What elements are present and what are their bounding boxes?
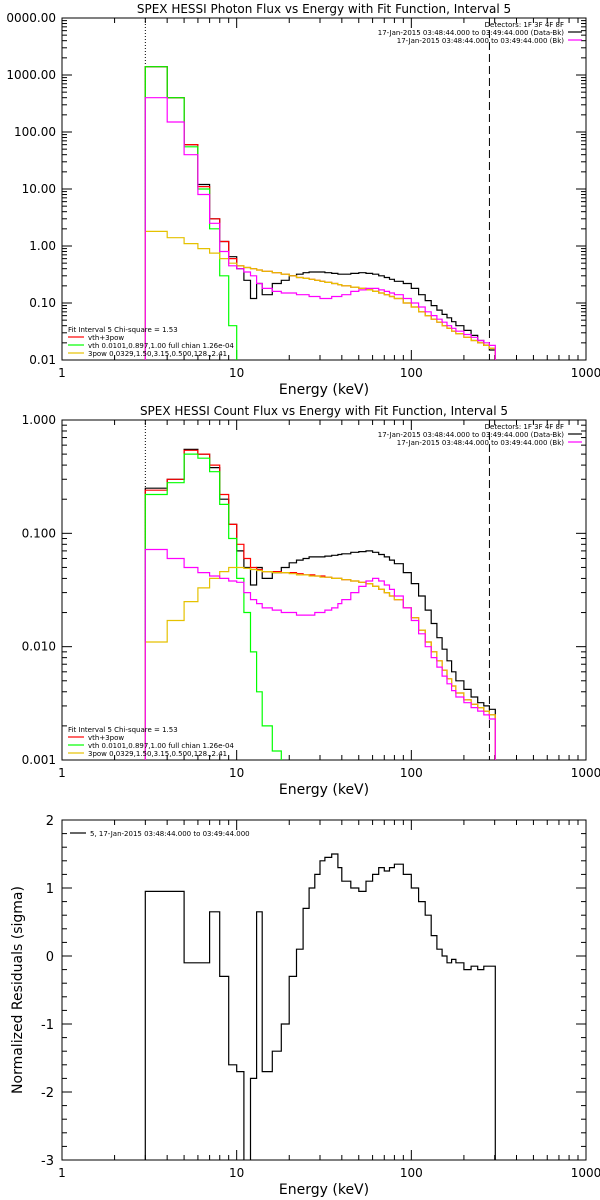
x-tick-label-0-3: 1000 (571, 366, 600, 380)
x-tick-label-1-0: 1 (58, 766, 66, 780)
y-tick-label-1-2: 0.100 (22, 526, 56, 540)
legend-topright-0-2: 17-Jan-2015 03:48:44.000 to 03:49:44.000… (397, 37, 565, 45)
x-axis-label-1: Energy (keV) (279, 782, 369, 798)
x-tick-label-0-0: 1 (58, 366, 66, 380)
y-tick-label-2-4: 1 (46, 882, 54, 897)
x-tick-label-0-1: 10 (229, 366, 244, 380)
x-axis-label-0: Energy (keV) (279, 382, 369, 398)
legend-bottomleft-0-3: 3pow 0.0329,1.50,3.15,0.500,128.,2.41 (88, 350, 227, 358)
plot-frame-2 (61, 819, 587, 1161)
y-tick-label-2-1: -2 (41, 1086, 54, 1101)
y-tick-label-1-0: 0.001 (22, 753, 56, 767)
x-tick-label-2-1: 10 (229, 1166, 244, 1180)
x-tick-label-0-2: 100 (400, 366, 423, 380)
legend-bottomleft-1-0: Fit Interval 5 Chi-square = 1.53 (68, 726, 178, 734)
legend-bottomleft-0-1: vth+3pow (88, 334, 124, 342)
series-line-1-3 (144, 566, 496, 760)
y-tick-label-0-5: 1000.00 (6, 68, 56, 82)
legend-topright-1-2: 17-Jan-2015 03:48:44.000 to 03:49:44.000… (397, 439, 565, 447)
y-tick-label-0-3: 10.00 (22, 182, 56, 196)
plot-frame-1 (61, 419, 587, 761)
legend-topright-1-1: 17-Jan-2015 03:48:44.000 to 03:49:44.000… (378, 431, 565, 439)
x-tick-label-2-0: 1 (58, 1166, 66, 1180)
plot-frame-0 (61, 17, 587, 361)
y-tick-label-2-5: 2 (46, 814, 54, 829)
y-tick-label-0-1: 0.10 (29, 296, 56, 310)
x-tick-label-1-2: 100 (400, 766, 423, 780)
x-tick-label-2-3: 1000 (571, 1166, 600, 1180)
y-axis-label-2: Normalized Residuals (sigma) (10, 886, 26, 1094)
series-line-2-0 (144, 853, 496, 1160)
x-tick-label-1-1: 10 (229, 766, 244, 780)
legend-topright-0-1: 17-Jan-2015 03:48:44.000 to 03:49:44.000… (378, 29, 565, 37)
series-line-1-4 (144, 548, 496, 760)
plot-title-1: SPEX HESSI Count Flux vs Energy with Fit… (140, 404, 508, 418)
series-line-1-2 (144, 453, 282, 760)
legend-bottomleft-1-3: 3pow 0.0329,1.50,3.15,0.500,128.,2.41 (88, 750, 227, 758)
legend-bottomleft-0-0: Fit Interval 5 Chi-square = 1.53 (68, 326, 178, 334)
series-line-0-2 (144, 66, 238, 360)
x-axis-label-2: Energy (keV) (279, 1182, 369, 1198)
y-tick-label-1-1: 0.010 (22, 640, 56, 654)
legend-bottomleft-1-1: vth+3pow (88, 734, 124, 742)
legend-topright-0-0: Detectors: 1F 3F 4F 8F (485, 21, 564, 29)
y-tick-label-0-6: 0000.00 (6, 11, 56, 25)
x-tick-label-1-3: 1000 (571, 766, 600, 780)
series-line-0-1 (144, 66, 496, 360)
series-line-0-0 (144, 66, 496, 360)
legend-bottomleft-0-2: vth 0.0101,0.897,1.00 full chian 1.26e-0… (88, 342, 234, 350)
plot-title-0: SPEX HESSI Photon Flux vs Energy with Fi… (137, 2, 511, 16)
legend-label-2-0: 5, 17-Jan-2015 03:48:44.000 to 03:49:44.… (90, 830, 250, 838)
legend-bottomleft-1-2: vth 0.0101,0.897,1.00 full chian 1.26e-0… (88, 742, 234, 750)
y-tick-label-1-3: 1.000 (22, 413, 56, 427)
y-tick-label-0-0: 0.01 (29, 353, 56, 367)
y-tick-label-0-4: 100.00 (14, 125, 56, 139)
y-tick-label-2-2: -1 (41, 1018, 54, 1033)
series-line-0-4 (144, 97, 496, 360)
series-line-1-0 (144, 448, 496, 760)
series-line-0-3 (144, 230, 496, 360)
y-tick-label-2-0: -3 (41, 1154, 54, 1169)
y-tick-label-0-2: 1.00 (29, 239, 56, 253)
y-tick-label-2-3: 0 (46, 950, 54, 965)
x-tick-label-2-2: 100 (400, 1166, 423, 1180)
legend-topright-1-0: Detectors: 1F 3F 4F 8F (485, 423, 564, 431)
